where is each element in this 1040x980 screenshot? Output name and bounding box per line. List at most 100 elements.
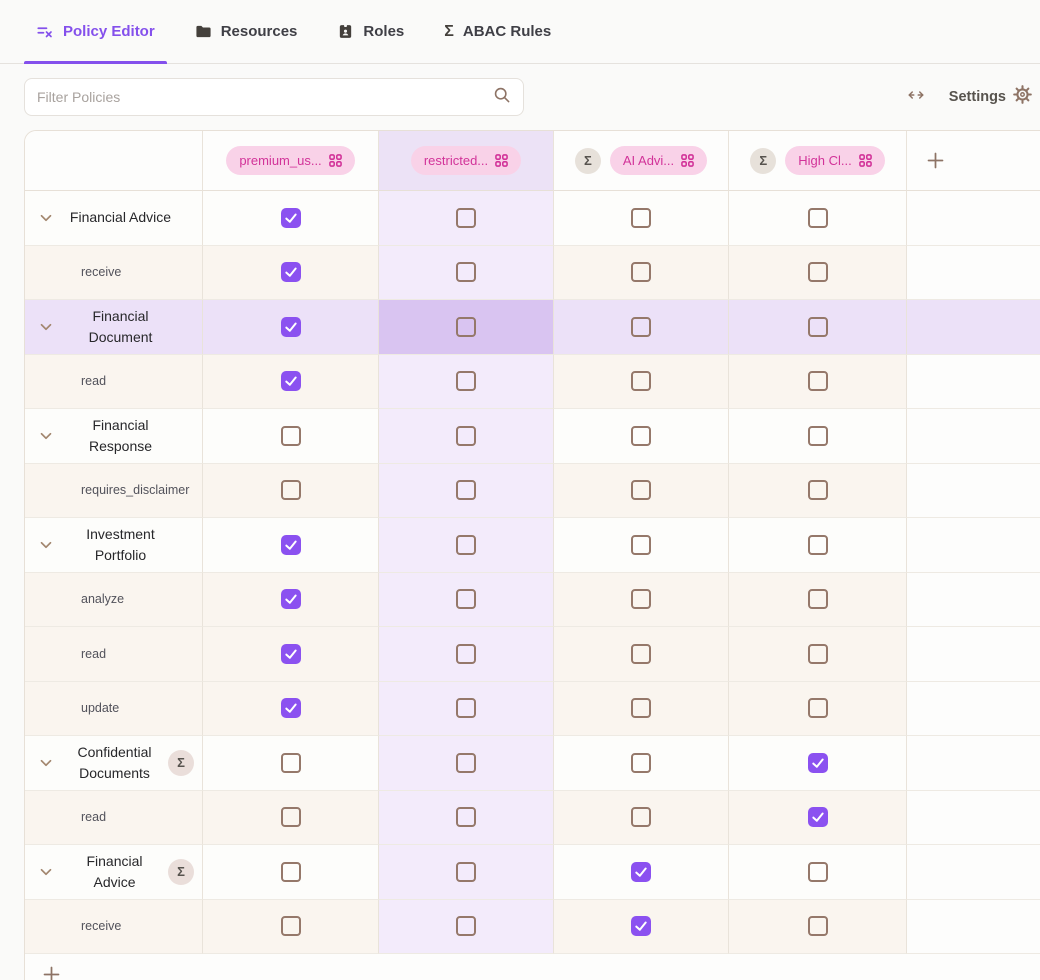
matrix-row: Financial Document	[25, 300, 1040, 355]
permission-checkbox[interactable]	[456, 807, 476, 828]
permission-checkbox[interactable]	[807, 480, 828, 501]
resize-columns-button[interactable]	[905, 86, 927, 109]
add-column-button[interactable]	[925, 150, 946, 171]
matrix-cell-empty	[907, 681, 1040, 736]
permission-checkbox[interactable]	[456, 698, 476, 719]
permission-checkbox[interactable]	[280, 371, 301, 392]
permission-checkbox[interactable]	[807, 643, 828, 664]
gear-icon	[1013, 85, 1032, 109]
chevron-down-icon[interactable]	[37, 318, 55, 336]
matrix-cell	[379, 736, 554, 791]
column-pill[interactable]: High Cl...	[785, 146, 885, 175]
permission-checkbox[interactable]	[280, 480, 301, 501]
permission-checkbox[interactable]	[807, 589, 828, 610]
permission-checkbox[interactable]	[631, 262, 651, 283]
permission-checkbox[interactable]	[807, 262, 828, 283]
action-label: update	[81, 701, 120, 716]
tab-policy-editor[interactable]: Policy Editor	[24, 0, 167, 64]
permission-checkbox[interactable]	[280, 207, 301, 228]
permission-checkbox[interactable]	[280, 698, 301, 719]
chevron-down-icon[interactable]	[37, 536, 55, 554]
permission-checkbox[interactable]	[807, 698, 828, 719]
permission-checkbox[interactable]	[280, 807, 301, 828]
permission-checkbox[interactable]	[456, 262, 476, 283]
settings-button[interactable]: Settings	[949, 85, 1032, 109]
permission-checkbox[interactable]	[456, 861, 476, 882]
column-pill[interactable]: restricted...	[410, 146, 522, 175]
permission-checkbox[interactable]	[807, 207, 828, 228]
matrix-cell	[203, 354, 379, 409]
action-label: receive	[81, 919, 122, 934]
chevron-down-icon[interactable]	[37, 427, 55, 445]
permission-checkbox[interactable]	[631, 480, 651, 501]
matrix-cell	[729, 409, 907, 464]
permission-checkbox[interactable]	[631, 534, 651, 555]
permission-checkbox[interactable]	[807, 861, 828, 882]
matrix-cell	[729, 300, 907, 355]
permission-checkbox[interactable]	[807, 534, 828, 555]
permission-checkbox[interactable]	[807, 316, 828, 337]
tab-abac-rules[interactable]: Σ ABAC Rules	[432, 0, 563, 63]
matrix-cell	[729, 518, 907, 573]
permission-checkbox[interactable]	[807, 807, 828, 828]
filter-policies-input[interactable]	[37, 89, 492, 105]
permission-checkbox[interactable]	[807, 425, 828, 446]
matrix-row: analyze	[25, 572, 1040, 627]
permission-checkbox[interactable]	[631, 316, 651, 337]
matrix-cell	[379, 627, 554, 682]
tab-resources[interactable]: Resources	[183, 0, 310, 63]
permission-checkbox[interactable]	[631, 589, 651, 610]
matrix-row: read	[25, 354, 1040, 409]
permission-checkbox[interactable]	[456, 207, 476, 228]
matrix-cell	[203, 681, 379, 736]
permission-checkbox[interactable]	[456, 480, 476, 501]
add-row-button[interactable]	[41, 964, 62, 980]
permission-checkbox[interactable]	[631, 916, 651, 937]
matrix-cell-empty	[907, 627, 1040, 682]
chevron-down-icon[interactable]	[37, 754, 55, 772]
matrix-cell-empty	[907, 354, 1040, 409]
permission-checkbox[interactable]	[631, 207, 651, 228]
matrix-cell	[203, 572, 379, 627]
row-label-cell: receive	[25, 899, 203, 954]
permission-checkbox[interactable]	[631, 371, 651, 392]
tab-roles[interactable]: Roles	[325, 0, 416, 63]
matrix-row: Investment Portfolio	[25, 518, 1040, 573]
permission-checkbox[interactable]	[631, 752, 651, 773]
permission-checkbox[interactable]	[631, 807, 651, 828]
permission-checkbox[interactable]	[280, 534, 301, 555]
permission-checkbox[interactable]	[631, 643, 651, 664]
chevron-down-icon[interactable]	[37, 209, 55, 227]
permission-checkbox[interactable]	[456, 589, 476, 610]
permission-checkbox[interactable]	[456, 643, 476, 664]
permission-checkbox[interactable]	[280, 589, 301, 610]
matrix-cell	[729, 191, 907, 246]
permission-checkbox[interactable]	[280, 643, 301, 664]
column-pill[interactable]: premium_us...	[226, 146, 355, 175]
permission-checkbox[interactable]	[631, 425, 651, 446]
matrix-cell	[203, 627, 379, 682]
move-horizontal-icon	[905, 86, 927, 109]
permission-checkbox[interactable]	[456, 316, 476, 337]
sigma-icon: Σ	[168, 858, 194, 885]
permission-checkbox[interactable]	[631, 698, 651, 719]
permission-checkbox[interactable]	[456, 425, 476, 446]
permission-checkbox[interactable]	[807, 916, 828, 937]
permission-checkbox[interactable]	[280, 752, 301, 773]
permission-checkbox[interactable]	[456, 752, 476, 773]
permission-checkbox[interactable]	[280, 262, 301, 283]
permission-checkbox[interactable]	[456, 371, 476, 392]
chevron-down-icon[interactable]	[37, 863, 55, 881]
column-pill[interactable]: AI Advi...	[609, 146, 708, 175]
permission-checkbox[interactable]	[280, 861, 301, 882]
row-label-cell: Financial Response	[25, 409, 203, 464]
permission-checkbox[interactable]	[807, 371, 828, 392]
permission-checkbox[interactable]	[280, 425, 301, 446]
permission-checkbox[interactable]	[280, 916, 301, 937]
permission-checkbox[interactable]	[456, 534, 476, 555]
permission-checkbox[interactable]	[456, 916, 476, 937]
permission-checkbox[interactable]	[807, 752, 828, 773]
permission-checkbox[interactable]	[280, 316, 301, 337]
permission-checkbox[interactable]	[631, 861, 651, 882]
matrix-cell	[729, 572, 907, 627]
